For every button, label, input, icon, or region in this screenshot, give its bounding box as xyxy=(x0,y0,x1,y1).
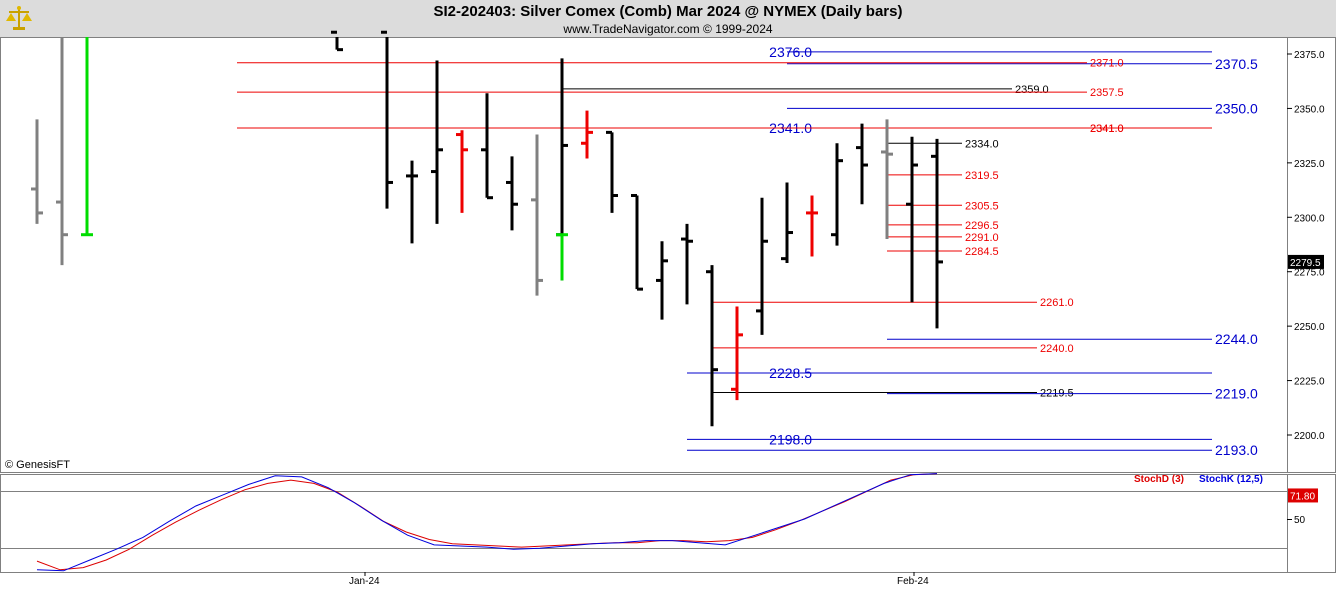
level-label: 2359.0 xyxy=(1015,84,1049,96)
stoch-series-line xyxy=(36,473,938,571)
last-value-tags: 2279.5 71.80 xyxy=(1288,254,1324,503)
stochk-legend: StochK (12,5) xyxy=(1199,474,1263,485)
date-label-jan: Jan-24 xyxy=(349,576,380,587)
level-label: 2371.0 xyxy=(1090,58,1124,70)
ohlc-bar xyxy=(31,119,43,224)
ohlc-bar xyxy=(631,194,643,291)
stoch-last-tag xyxy=(1288,488,1318,503)
ohlc-bar xyxy=(906,136,918,303)
level-label: 2193.0 xyxy=(1215,442,1258,458)
y-tick-label: 2300.0 xyxy=(1294,213,1325,224)
ohlc-bar xyxy=(56,37,68,266)
price-levels: 2376.0 2370.5 2371.0 2359.0 2357.5 2350.0 2341… xyxy=(237,44,1258,458)
title-bar xyxy=(0,0,1336,37)
ohlc-bar xyxy=(781,182,793,264)
balance-scale-gold-icon xyxy=(6,6,32,30)
ohlc-bar xyxy=(806,195,818,257)
y-tick-label: 2225.0 xyxy=(1294,377,1325,388)
ohlc-bar xyxy=(481,93,493,200)
level-label: 2284.5 xyxy=(965,246,999,258)
ohlc-bar xyxy=(506,156,518,231)
ohlc-bar xyxy=(656,241,668,320)
chart-subtitle: www.TradeNavigator.com © 1999-2024 xyxy=(563,22,773,36)
stoch-series-line xyxy=(36,473,938,572)
level-label: 2219.0 xyxy=(1215,386,1258,402)
ohlc-bar xyxy=(331,30,343,52)
last-price-label: 2279.5 xyxy=(1290,258,1321,269)
ohlc-bar xyxy=(731,306,743,401)
level-label: 2376.0 xyxy=(769,44,812,60)
y-tick-label: 2350.0 xyxy=(1294,104,1325,115)
level-label: 2341.0 xyxy=(1090,123,1124,135)
y-tick-label: 2200.0 xyxy=(1294,431,1325,442)
ohlc-bar xyxy=(756,197,768,335)
level-label: 2198.0 xyxy=(769,431,812,447)
last-price-tag xyxy=(1288,254,1324,269)
ohlc-bar xyxy=(81,37,93,237)
level-label: 2319.5 xyxy=(965,170,999,182)
level-label: 2357.5 xyxy=(1090,87,1124,99)
ohlc-bar xyxy=(881,119,893,240)
level-label: 2228.5 xyxy=(769,365,812,381)
ohlc-bar xyxy=(406,160,418,244)
date-axis xyxy=(0,573,1336,591)
ohlc-bar xyxy=(431,60,443,224)
ohlc-bar xyxy=(706,265,718,427)
level-label: 2296.5 xyxy=(965,220,999,232)
ohlc-bar xyxy=(531,134,543,296)
level-label: 2291.0 xyxy=(965,232,999,244)
ohlc-bar xyxy=(456,130,468,213)
stoch-tick-50: 50 xyxy=(1294,515,1306,526)
ohlc-bars xyxy=(31,30,943,427)
level-label: 2350.0 xyxy=(1215,100,1258,116)
stochd-legend: StochD (3) xyxy=(1134,474,1184,485)
chart-title: SI2-202403: Silver Comex (Comb) Mar 2024… xyxy=(433,3,903,20)
ohlc-bar xyxy=(931,138,943,329)
level-label: 2370.5 xyxy=(1215,56,1258,72)
level-label: 2240.0 xyxy=(1040,343,1074,355)
ohlc-bar xyxy=(381,30,393,209)
price-panel-frame xyxy=(0,37,1288,473)
stochastic-lines xyxy=(36,473,938,572)
stoch-panel-frame xyxy=(0,474,1288,573)
ohlc-bar xyxy=(606,130,618,213)
y-tick-label: 2375.0 xyxy=(1294,50,1325,61)
level-label: 2305.5 xyxy=(965,200,999,212)
level-label: 2244.0 xyxy=(1215,331,1258,347)
ohlc-bar xyxy=(556,233,568,281)
level-label: 2261.0 xyxy=(1040,297,1074,309)
y-tick-label: 2325.0 xyxy=(1294,159,1325,170)
stoch-last-label: 71.80 xyxy=(1290,491,1315,502)
date-label-feb: Feb-24 xyxy=(897,576,929,587)
level-label: 2334.0 xyxy=(965,138,999,150)
ohlc-bar xyxy=(856,123,868,205)
y-tick-label: 2275.0 xyxy=(1294,268,1325,279)
genesis-watermark: © GenesisFT xyxy=(5,459,70,471)
level-label: 2341.0 xyxy=(1090,123,1124,135)
ohlc-bar xyxy=(681,223,693,305)
ohlc-bar xyxy=(831,143,843,246)
ohlc-bar xyxy=(581,110,593,159)
price-y-axis: 2375.0 2350.0 2325.0 2300.0 2275.0 2250.0 2225… xyxy=(1287,50,1325,442)
y-tick-label: 2250.0 xyxy=(1294,322,1325,333)
